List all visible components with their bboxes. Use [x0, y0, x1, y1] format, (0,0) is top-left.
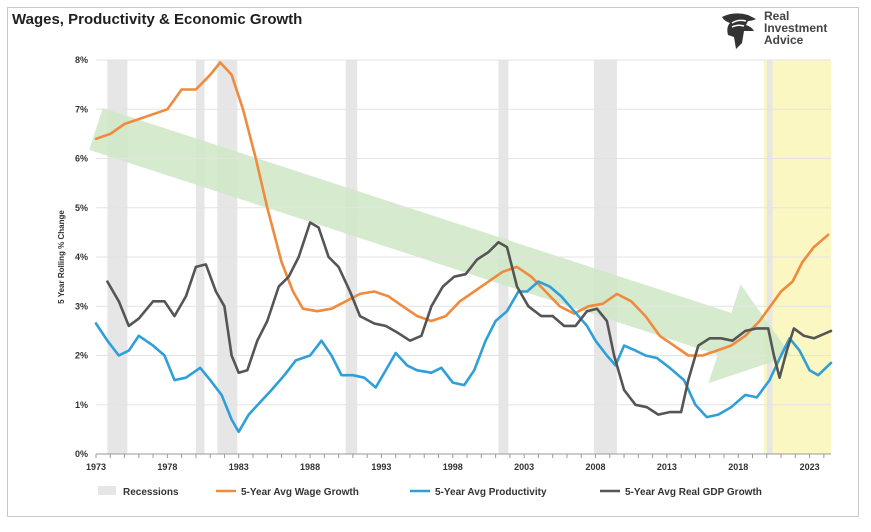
brand-line-2: Investment: [764, 21, 828, 35]
legend-label: Recessions: [123, 487, 179, 498]
legend-item: 5-Year Avg Wage Growth: [216, 487, 359, 498]
y-axis-title: 5 Year Rolling % Change: [57, 210, 66, 304]
brand-line-1: Real: [764, 9, 790, 23]
x-tick-label: 2008: [585, 462, 605, 472]
legend-item: 5-Year Avg Productivity: [410, 487, 547, 498]
x-tick-label: 2023: [800, 462, 820, 472]
y-tick-label: 4%: [75, 252, 88, 262]
x-tick-label: 2018: [728, 462, 748, 472]
y-tick-label: 6%: [75, 154, 88, 164]
gridlines: [96, 59, 831, 406]
legend: Recessions 5-Year Avg Wage Growth 5-Year A…: [98, 486, 762, 498]
x-tick-label: 1978: [157, 462, 177, 472]
x-tick-label: 1998: [443, 462, 463, 472]
legend-label: 5-Year Avg Real GDP Growth: [625, 487, 762, 498]
x-tick-label: 1988: [300, 462, 320, 472]
chart-frame: [7, 7, 859, 517]
legend-item: 5-Year Avg Real GDP Growth: [600, 487, 762, 498]
x-tick-label: 1993: [371, 462, 391, 472]
trend-arrow: [89, 108, 791, 384]
series-line-5-year-avg-wage-growth: [94, 61, 830, 357]
brand-logo: Real Investment Advice: [718, 9, 838, 55]
y-tick-label: 8%: [75, 55, 88, 65]
legend-label: 5-Year Avg Productivity: [435, 487, 547, 498]
y-tick-label: 7%: [75, 104, 88, 114]
series-lines: [94, 61, 833, 434]
y-tick-label: 0%: [75, 449, 88, 459]
y-tick-label: 3%: [75, 301, 88, 311]
x-tick-label: 2013: [657, 462, 677, 472]
legend-item: Recessions: [98, 486, 179, 498]
y-tick-label: 2%: [75, 351, 88, 361]
brand-line-3: Advice: [764, 33, 804, 47]
x-tick-label: 2003: [514, 462, 534, 472]
eagle-icon: [722, 13, 756, 49]
axes: 0% 1% 2% 3% 4% 5% 6% 7% 8% 1973 1978 1983 1988 1993 19…: [57, 55, 831, 472]
series-line-5-year-avg-productivity: [94, 280, 833, 434]
series-line-5-year-avg-real-gdp-growth: [106, 221, 833, 416]
brand-name: Real Investment Advice: [764, 10, 827, 46]
y-tick-label: 1%: [75, 400, 88, 410]
x-tick-label: 1983: [229, 462, 249, 472]
legend-label: 5-Year Avg Wage Growth: [241, 487, 359, 498]
chart-title: Wages, Productivity & Economic Growth: [12, 11, 303, 28]
y-tick-label: 5%: [75, 203, 88, 213]
x-tick-label: 1973: [86, 462, 106, 472]
legend-swatch: [98, 486, 116, 495]
